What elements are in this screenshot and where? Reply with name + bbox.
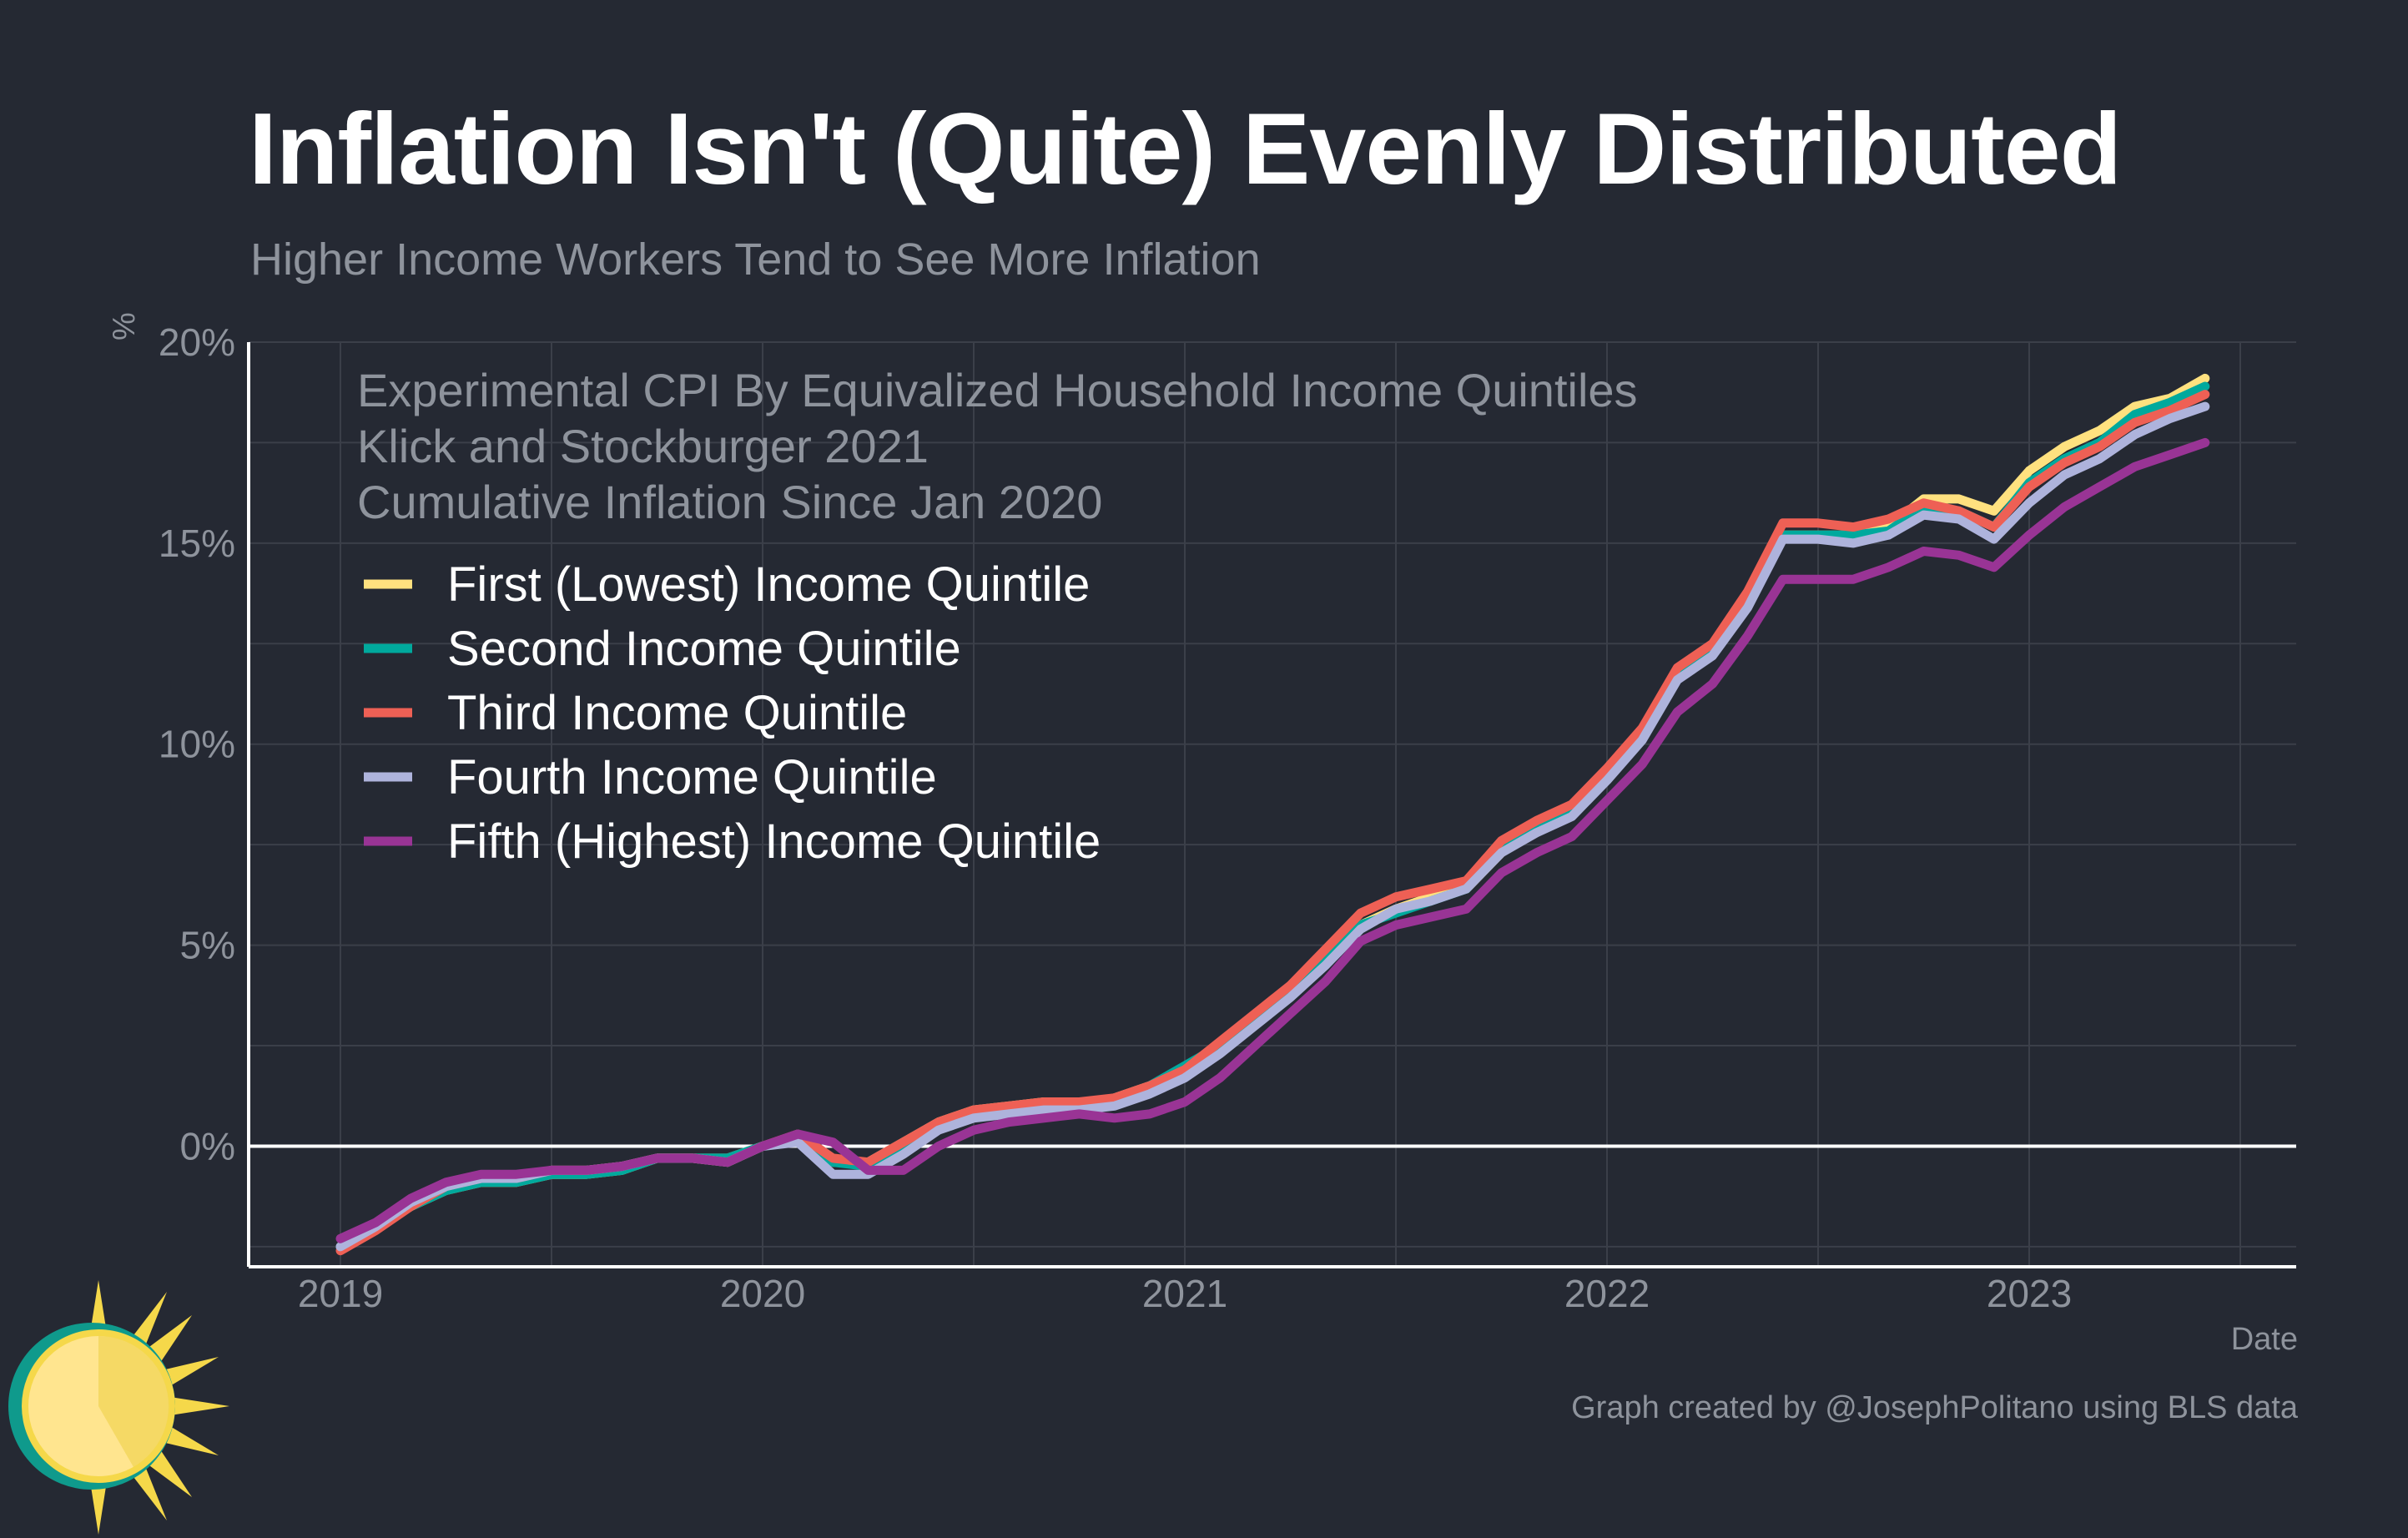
legend-label: Third Income Quintile <box>447 686 907 740</box>
legend-title: Cumulative Inflation Since Jan 2020 <box>357 476 1102 528</box>
sun-logo-icon <box>8 1280 229 1535</box>
y-tick-label: 10% <box>159 723 235 766</box>
chart-title: Inflation Isn't (Quite) Evenly Distribut… <box>249 92 2122 205</box>
series-line <box>335 437 2210 1243</box>
legend-title: Experimental CPI By Equivalized Househol… <box>357 364 1638 416</box>
x-tick-label: 2020 <box>720 1272 805 1315</box>
x-tick-label: 2022 <box>1564 1272 1650 1315</box>
x-axis-label: Date <box>2230 1322 2298 1357</box>
x-tick-label: 2021 <box>1142 1272 1227 1315</box>
legend-label: Fifth (Highest) Income Quintile <box>447 814 1101 869</box>
y-tick-label: 15% <box>159 522 235 565</box>
chart-subtitle: Higher Income Workers Tend to See More I… <box>250 234 1261 285</box>
legend-label: First (Lowest) Income Quintile <box>447 557 1090 612</box>
y-tick-label: 20% <box>159 320 235 364</box>
legend-label: Fourth Income Quintile <box>447 750 937 804</box>
x-tick-label: 2019 <box>298 1272 383 1315</box>
legend-label: Second Income Quintile <box>447 622 961 676</box>
y-tick-label: 5% <box>180 924 235 967</box>
x-tick-label: 2023 <box>1987 1272 2072 1315</box>
legend-title: Klick and Stockburger 2021 <box>357 420 929 472</box>
y-tick-label: 0% <box>180 1124 235 1167</box>
source-caption: Graph created by @JosephPolitano using B… <box>1571 1390 2298 1425</box>
